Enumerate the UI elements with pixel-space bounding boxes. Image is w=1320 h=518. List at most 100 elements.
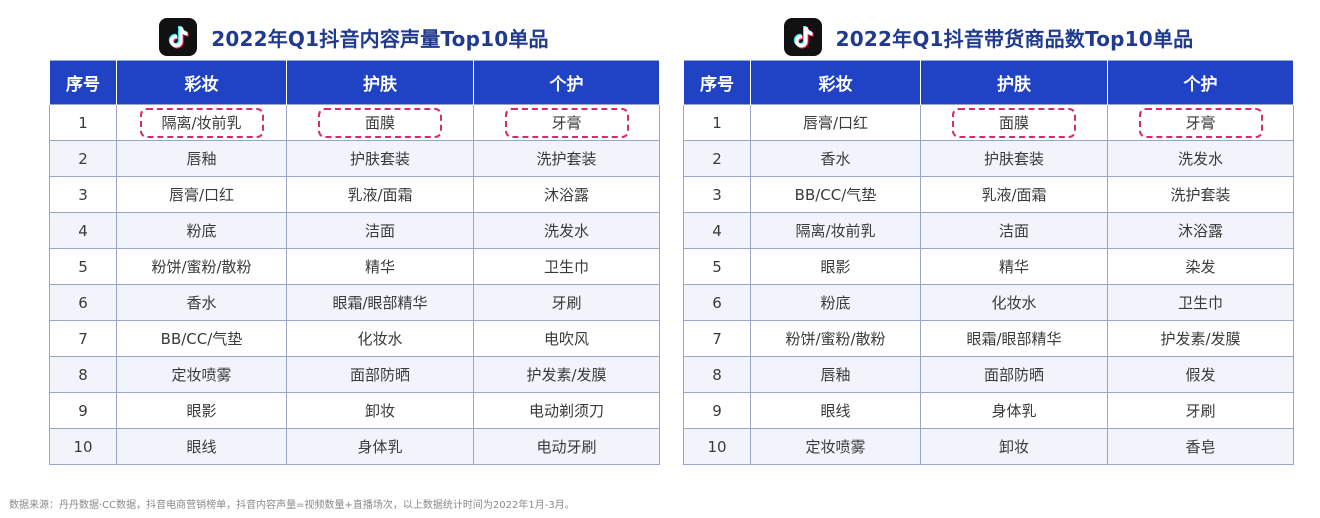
rank-cell: 7 bbox=[49, 320, 117, 357]
table-row: 5 粉饼/蜜粉/散粉 精华 卫生巾 bbox=[49, 248, 660, 285]
table-cell: 粉饼/蜜粉/散粉 bbox=[750, 320, 921, 357]
table-cell: 眼线 bbox=[750, 392, 921, 429]
table-cell: 洗护套装 bbox=[473, 140, 660, 177]
left-panel: 2022年Q1抖音内容声量Top10单品 序号 彩妆 护肤 个护 1 隔离/妆前乳… bbox=[49, 14, 660, 465]
table-cell: 牙膏 bbox=[473, 104, 660, 141]
table-row: 8 定妆喷雾 面部防晒 护发素/发膜 bbox=[49, 356, 660, 393]
rank-cell: 9 bbox=[683, 392, 751, 429]
table-row: 7 BB/CC/气垫 化妆水 电吹风 bbox=[49, 320, 660, 357]
left-title-row: 2022年Q1抖音内容声量Top10单品 bbox=[49, 14, 659, 60]
table-cell: 唇膏/口红 bbox=[750, 104, 921, 141]
table-row: 2 唇釉 护肤套装 洗护套装 bbox=[49, 140, 660, 177]
table-row: 7 粉饼/蜜粉/散粉 眼霜/眼部精华 护发素/发膜 bbox=[683, 320, 1294, 357]
header-cell: 个护 bbox=[473, 60, 660, 105]
table-cell: 洁面 bbox=[920, 212, 1108, 249]
table-cell: 洁面 bbox=[286, 212, 474, 249]
highlight-box: 面膜 bbox=[318, 107, 442, 138]
table-cell: 唇釉 bbox=[750, 356, 921, 393]
rank-cell: 6 bbox=[683, 284, 751, 321]
rank-cell: 7 bbox=[683, 320, 751, 357]
highlight-box: 面膜 bbox=[952, 107, 1076, 138]
table-cell: 香水 bbox=[750, 140, 921, 177]
table-cell: 身体乳 bbox=[286, 428, 474, 465]
rank-cell: 6 bbox=[49, 284, 117, 321]
rank-cell: 4 bbox=[683, 212, 751, 249]
tiktok-logo-icon bbox=[783, 18, 822, 56]
table-cell: 面部防晒 bbox=[920, 356, 1108, 393]
table-row: 1 唇膏/口红 面膜 牙膏 bbox=[683, 104, 1294, 141]
table-cell: 唇釉 bbox=[116, 140, 287, 177]
table-row: 1 隔离/妆前乳 面膜 牙膏 bbox=[49, 104, 660, 141]
rank-cell: 2 bbox=[49, 140, 117, 177]
table-cell: BB/CC/气垫 bbox=[116, 320, 287, 357]
table-cell: 牙刷 bbox=[473, 284, 660, 321]
table-cell: 眼霜/眼部精华 bbox=[920, 320, 1108, 357]
right-title: 2022年Q1抖音带货商品数Top10单品 bbox=[835, 26, 1194, 51]
rank-cell: 5 bbox=[49, 248, 117, 285]
table-cell: 护发素/发膜 bbox=[473, 356, 660, 393]
table-cell: 电吹风 bbox=[473, 320, 660, 357]
table-cell: 定妆喷雾 bbox=[116, 356, 287, 393]
rank-cell: 8 bbox=[49, 356, 117, 393]
table-cell: BB/CC/气垫 bbox=[750, 176, 921, 213]
table-row: 9 眼线 身体乳 牙刷 bbox=[683, 392, 1294, 429]
header-cell: 序号 bbox=[49, 60, 117, 105]
table-row: 10 定妆喷雾 卸妆 香皂 bbox=[683, 428, 1294, 465]
header-cell: 彩妆 bbox=[750, 60, 921, 105]
table-cell: 卸妆 bbox=[920, 428, 1108, 465]
right-panel: 2022年Q1抖音带货商品数Top10单品 序号 彩妆 护肤 个护 1 唇膏/口红… bbox=[683, 14, 1294, 465]
rank-cell: 10 bbox=[49, 428, 117, 465]
table-cell: 牙刷 bbox=[1107, 392, 1294, 429]
rank-cell: 1 bbox=[683, 104, 751, 141]
table-cell: 精华 bbox=[920, 248, 1108, 285]
table-row: 8 唇釉 面部防晒 假发 bbox=[683, 356, 1294, 393]
table-cell: 洗发水 bbox=[1107, 140, 1294, 177]
right-table: 序号 彩妆 护肤 个护 1 唇膏/口红 面膜 牙膏 2 香水 护肤套装 洗发水 3 BB/CC/气… bbox=[683, 60, 1294, 465]
table-cell: 沐浴露 bbox=[473, 176, 660, 213]
source-note: 数据来源：丹丹数据·CC数据，抖音电商营销榜单，抖音内容声量=视频数量+直播场次… bbox=[9, 500, 575, 511]
left-table-body: 1 隔离/妆前乳 面膜 牙膏 2 唇釉 护肤套装 洗护套装 3 唇膏/口红 乳液/面霜 沐浴露 4 粉底洁… bbox=[49, 104, 660, 465]
table-cell: 洗发水 bbox=[473, 212, 660, 249]
table-cell: 眼线 bbox=[116, 428, 287, 465]
left-table: 序号 彩妆 护肤 个护 1 隔离/妆前乳 面膜 牙膏 2 唇釉 护肤套装 洗护套装 3 唇膏/口红… bbox=[49, 60, 660, 465]
table-cell: 面部防晒 bbox=[286, 356, 474, 393]
table-cell: 粉底 bbox=[750, 284, 921, 321]
table-cell: 化妆水 bbox=[286, 320, 474, 357]
table-cell: 卫生巾 bbox=[1107, 284, 1294, 321]
table-cell: 面膜 bbox=[286, 104, 474, 141]
rank-cell: 9 bbox=[49, 392, 117, 429]
table-cell: 精华 bbox=[286, 248, 474, 285]
rank-cell: 3 bbox=[683, 176, 751, 213]
table-cell: 乳液/面霜 bbox=[920, 176, 1108, 213]
table-row: 3 BB/CC/气垫 乳液/面霜 洗护套装 bbox=[683, 176, 1294, 213]
table-cell: 假发 bbox=[1107, 356, 1294, 393]
right-title-row: 2022年Q1抖音带货商品数Top10单品 bbox=[683, 14, 1294, 60]
table-cell: 护发素/发膜 bbox=[1107, 320, 1294, 357]
table-cell: 电动牙刷 bbox=[473, 428, 660, 465]
table-cell: 卫生巾 bbox=[473, 248, 660, 285]
table-row: 6 粉底 化妆水 卫生巾 bbox=[683, 284, 1294, 321]
table-cell: 隔离/妆前乳 bbox=[116, 104, 287, 141]
table-cell: 化妆水 bbox=[920, 284, 1108, 321]
highlight-box: 隔离/妆前乳 bbox=[139, 107, 264, 138]
right-table-body: 1 唇膏/口红 面膜 牙膏 2 香水 护肤套装 洗发水 3 BB/CC/气垫 乳液/面霜 洗护套装 4 隔… bbox=[683, 104, 1294, 465]
rank-cell: 3 bbox=[49, 176, 117, 213]
header-cell: 序号 bbox=[683, 60, 751, 105]
highlight-box: 牙膏 bbox=[1138, 107, 1263, 138]
table-cell: 牙膏 bbox=[1107, 104, 1294, 141]
table-cell: 粉底 bbox=[116, 212, 287, 249]
table-cell: 定妆喷雾 bbox=[750, 428, 921, 465]
table-cell: 眼霜/眼部精华 bbox=[286, 284, 474, 321]
table-row: 2 香水 护肤套装 洗发水 bbox=[683, 140, 1294, 177]
table-row: 4 粉底 洁面 洗发水 bbox=[49, 212, 660, 249]
table-cell: 面膜 bbox=[920, 104, 1108, 141]
table-row: 6 香水 眼霜/眼部精华 牙刷 bbox=[49, 284, 660, 321]
right-header-row: 序号 彩妆 护肤 个护 bbox=[683, 60, 1294, 105]
table-cell: 卸妆 bbox=[286, 392, 474, 429]
rank-cell: 4 bbox=[49, 212, 117, 249]
table-cell: 身体乳 bbox=[920, 392, 1108, 429]
table-cell: 电动剃须刀 bbox=[473, 392, 660, 429]
table-cell: 染发 bbox=[1107, 248, 1294, 285]
table-row: 4 隔离/妆前乳 洁面 沐浴露 bbox=[683, 212, 1294, 249]
